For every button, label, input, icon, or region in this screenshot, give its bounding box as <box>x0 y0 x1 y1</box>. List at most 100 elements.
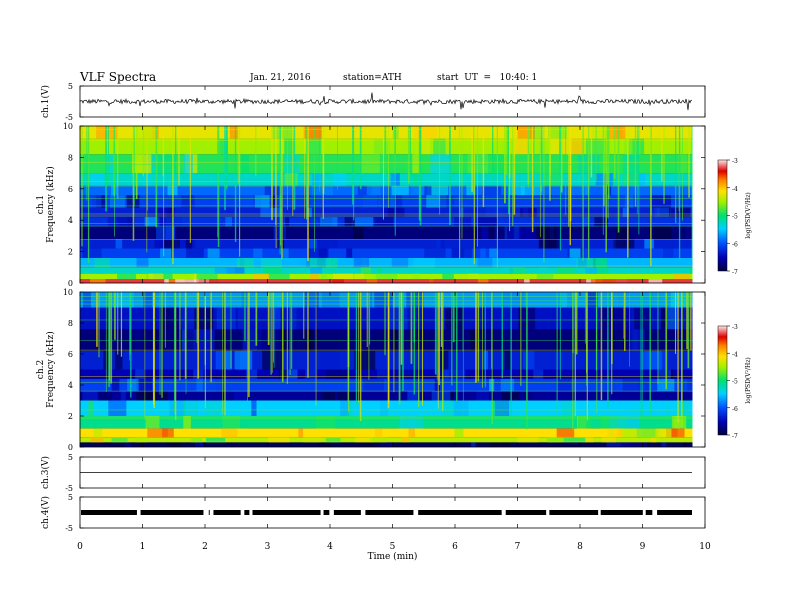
psd-band <box>80 391 693 401</box>
psd-patch <box>366 279 378 283</box>
psd-patch <box>577 416 591 429</box>
psd-patch <box>608 416 628 429</box>
psd-band <box>80 279 693 283</box>
ch4-gap <box>642 510 646 515</box>
psd-patch <box>638 378 649 392</box>
psd-patch <box>623 154 639 174</box>
psd-patch <box>407 391 420 401</box>
psd-patch <box>260 257 283 268</box>
psd-patch <box>195 442 204 447</box>
psd-patch <box>344 217 355 227</box>
psd-patch <box>159 307 179 330</box>
psd-patch <box>548 437 559 443</box>
psd-patch <box>305 369 318 379</box>
x-tick-label: 8 <box>577 542 583 552</box>
psd-patch <box>600 307 611 330</box>
psd-patch <box>251 400 257 416</box>
psd-patch <box>307 239 317 249</box>
psd-patch <box>169 400 187 416</box>
psd-patch <box>591 126 604 139</box>
psd-patch <box>458 126 470 139</box>
psd-patch <box>90 437 104 443</box>
psd-patch <box>509 185 525 196</box>
psd-patch <box>143 292 153 308</box>
psd-patch <box>115 239 123 249</box>
psd-patch <box>412 173 418 186</box>
psd-patch <box>105 154 114 174</box>
psd-patch <box>353 226 364 240</box>
psd-patch <box>477 257 493 268</box>
psd-patch <box>318 391 324 401</box>
psd-patch <box>280 369 298 379</box>
psd-patch <box>346 400 353 416</box>
psd-patch <box>418 257 436 268</box>
x-tick-label: 1 <box>140 542 146 552</box>
ch4-trace <box>81 510 692 515</box>
psd-patch <box>644 239 654 249</box>
psd-patch <box>606 428 621 438</box>
psd-patch <box>424 185 432 196</box>
psd-patch <box>443 369 466 379</box>
psd-patch <box>648 279 663 283</box>
psd-patch <box>489 248 498 258</box>
psd-patch <box>291 307 297 330</box>
psd-patch <box>94 257 111 268</box>
psd-patch <box>332 279 345 283</box>
psd-patch <box>320 391 336 401</box>
psd-patch <box>241 154 249 174</box>
psd-patch <box>369 437 387 443</box>
psd-patch <box>165 217 183 227</box>
psd-patch <box>205 400 221 416</box>
psd-patch <box>583 217 590 227</box>
psd-patch <box>657 350 663 370</box>
psd-patch <box>524 279 530 283</box>
ch4-gap <box>360 510 366 515</box>
psd-patch <box>147 428 168 438</box>
psd-patch <box>309 257 331 268</box>
psd-patch <box>500 378 515 392</box>
psd-patch <box>590 279 603 283</box>
psd-patch <box>518 226 540 240</box>
psd-patch <box>586 257 607 268</box>
psd-patch <box>312 185 334 196</box>
psd-patch <box>340 400 350 416</box>
psd-patch <box>221 428 238 438</box>
psd-patch <box>82 391 98 401</box>
psd-patch <box>470 329 478 351</box>
psd-patch <box>93 428 103 438</box>
colorbar-tick-label: -3 <box>732 158 738 165</box>
psd-patch <box>489 378 495 392</box>
psd-patch <box>160 248 172 258</box>
psd-patch <box>611 279 628 283</box>
psd-patch <box>467 273 479 280</box>
y-tick-label: 8 <box>68 319 73 328</box>
psd-patch <box>533 369 544 379</box>
psd-patch <box>264 185 283 196</box>
psd-patch <box>622 428 636 438</box>
y-tick-label: 6 <box>68 185 73 194</box>
x-tick-label: 7 <box>515 542 521 552</box>
ch1-spectrogram-ylabel: Frequency (kHz) <box>45 166 56 243</box>
psd-patch <box>91 195 102 208</box>
psd-patch <box>408 257 420 268</box>
psd-patch <box>523 391 533 401</box>
psd-patch <box>226 267 245 274</box>
psd-patch <box>606 442 628 447</box>
psd-patch <box>464 442 473 447</box>
psd-patch <box>208 279 219 283</box>
y-tick-label: 2 <box>68 412 73 421</box>
psd-patch <box>281 329 287 351</box>
psd-patch <box>391 185 409 196</box>
psd-patch <box>390 173 397 186</box>
psd-patch <box>665 400 670 416</box>
psd-patch <box>332 273 353 280</box>
colorbar-tick-label: -6 <box>732 406 738 413</box>
ch4-gap <box>329 510 334 515</box>
psd-patch <box>185 400 197 416</box>
ch4-gap <box>136 510 140 515</box>
psd-patch <box>354 350 376 370</box>
psd-patch <box>108 400 127 416</box>
psd-patch <box>354 273 365 280</box>
psd-patch <box>366 185 381 196</box>
